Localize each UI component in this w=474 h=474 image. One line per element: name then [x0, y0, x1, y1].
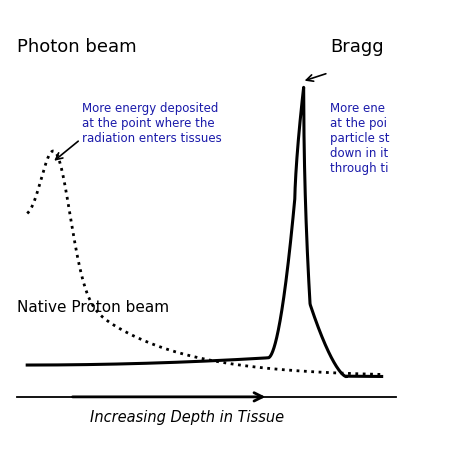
Text: Bragg: Bragg — [330, 38, 384, 56]
Text: Increasing Depth in Tissue: Increasing Depth in Tissue — [90, 410, 284, 425]
Text: More energy deposited
at the point where the
radiation enters tissues: More energy deposited at the point where… — [82, 102, 222, 145]
Text: Native Proton beam: Native Proton beam — [17, 300, 169, 315]
Text: Photon beam: Photon beam — [17, 38, 136, 56]
Text: More ene
at the poi
particle st
down in it
through ti: More ene at the poi particle st down in … — [330, 102, 390, 175]
